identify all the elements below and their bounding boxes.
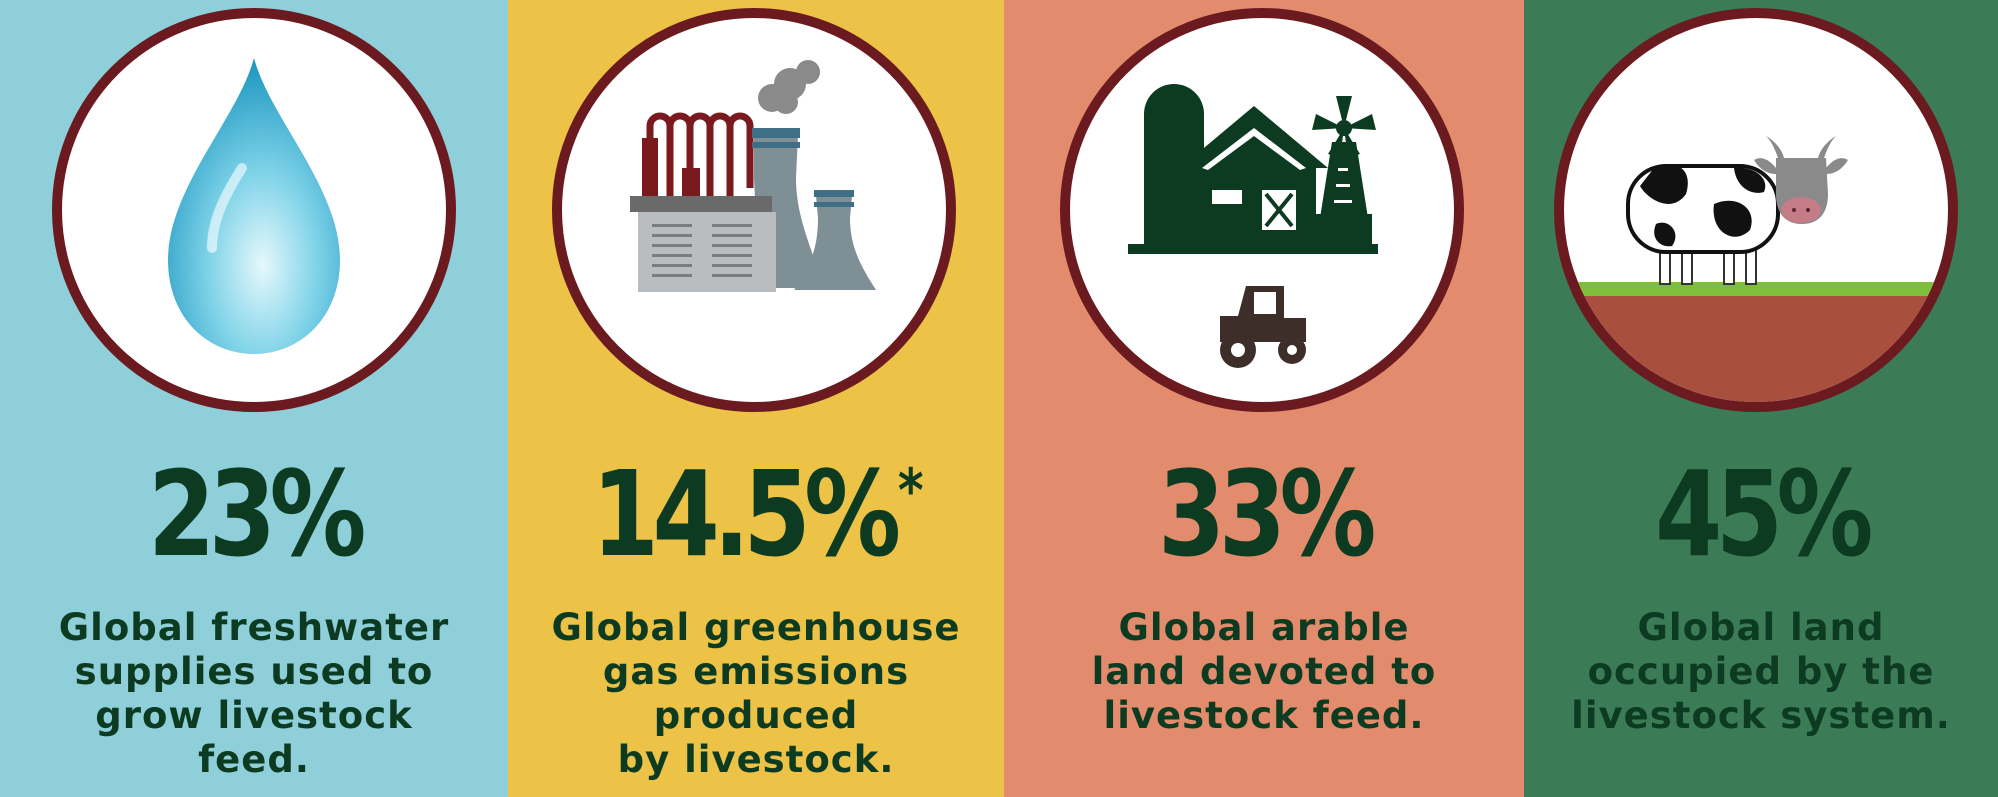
icon-circle <box>52 8 456 412</box>
icon-circle <box>552 8 956 412</box>
panel-arable: 33% Global arable land devoted to livest… <box>1004 0 1524 797</box>
stat-description: Global land occupied by the livestock sy… <box>1534 606 1988 738</box>
description-line: Global freshwater <box>58 606 450 649</box>
stat-value: 14.5%* <box>591 445 924 583</box>
description-line: Global land <box>1637 606 1885 649</box>
stat-description: Global greenhouse gas emissions produced… <box>518 606 994 782</box>
panel-freshwater: 23% Global freshwater supplies used to g… <box>0 0 508 797</box>
description-line: feed. <box>198 738 310 781</box>
description-line: produced <box>653 694 859 737</box>
description-line: gas emissions <box>602 650 910 693</box>
description-line: land devoted to <box>1091 650 1437 693</box>
description-line: livestock feed. <box>1103 694 1425 737</box>
stat-value: 23% <box>148 445 367 583</box>
stat-value: 45% <box>1655 445 1874 583</box>
cow-icon <box>1564 136 1948 402</box>
icon-circle <box>1060 8 1464 412</box>
panel-emissions: 14.5%* Global greenhouse gas emissions p… <box>508 0 1004 797</box>
description-line: livestock system. <box>1571 694 1951 737</box>
description-line: occupied by the <box>1587 650 1935 693</box>
icon-circle <box>1554 8 1958 412</box>
description-line: supplies used to <box>74 650 434 693</box>
factory-icon <box>630 60 876 292</box>
description-line: Global greenhouse <box>551 606 961 649</box>
panel-land: 45% Global land occupied by the livestoc… <box>1524 0 1998 797</box>
water-drop-icon <box>168 58 340 354</box>
description-line: grow livestock <box>95 694 413 737</box>
stat-description: Global arable land devoted to livestock … <box>1014 606 1514 738</box>
farm-icon <box>1128 84 1378 368</box>
footnote-marker: * <box>897 456 924 526</box>
stat-value: 33% <box>1158 445 1377 583</box>
stat-description: Global freshwater supplies used to grow … <box>10 606 498 782</box>
description-line: Global arable <box>1118 606 1410 649</box>
description-line: by livestock. <box>617 738 895 781</box>
